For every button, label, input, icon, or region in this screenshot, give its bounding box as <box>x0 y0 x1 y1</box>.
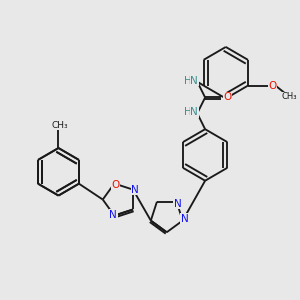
Text: N: N <box>181 214 188 224</box>
Text: N: N <box>110 210 117 220</box>
Text: N: N <box>190 76 198 85</box>
Text: O: O <box>111 179 119 190</box>
Text: H: H <box>184 76 191 85</box>
Text: N: N <box>190 107 198 117</box>
Text: N: N <box>174 199 182 209</box>
Text: N: N <box>131 184 139 195</box>
Text: CH₃: CH₃ <box>281 92 297 101</box>
Text: CH₃: CH₃ <box>51 121 68 130</box>
Text: H: H <box>184 107 191 117</box>
Text: O: O <box>268 81 277 91</box>
Text: O: O <box>224 92 232 103</box>
